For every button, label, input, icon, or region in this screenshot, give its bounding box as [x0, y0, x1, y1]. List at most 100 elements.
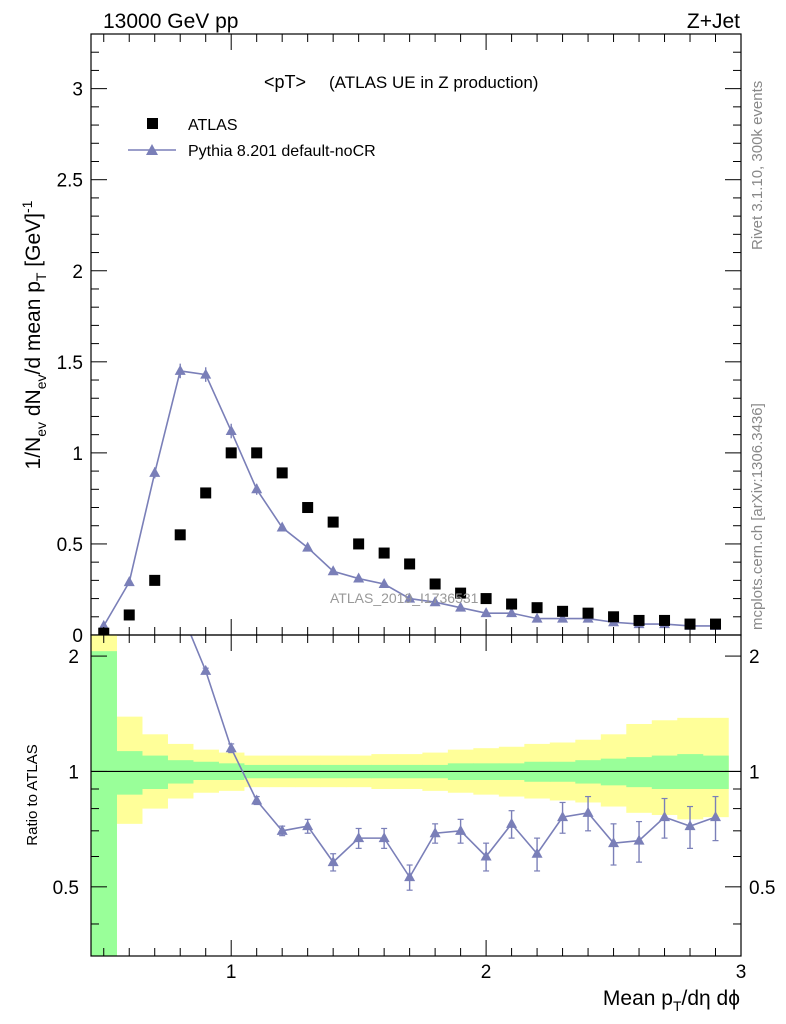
- y-tick-label: 2.5: [57, 171, 83, 192]
- ratio-y-tick-label-right: 2: [749, 647, 760, 668]
- pythia-point: [455, 601, 467, 612]
- uncertainty-band-inner: [116, 751, 143, 795]
- atlas-point: [174, 529, 186, 541]
- legend-pythia-marker: [146, 144, 158, 155]
- ratio-y-tick-label: 0.5: [53, 878, 79, 899]
- ratio-point: [276, 824, 288, 835]
- atlas-point: [429, 578, 441, 590]
- ratio-point: [582, 806, 594, 817]
- y-tick-label: 0.5: [57, 535, 83, 556]
- pythia-point: [327, 565, 339, 576]
- ratio-point: [251, 794, 263, 805]
- x-tick-label: 1: [226, 962, 237, 983]
- x-tick-label: 3: [736, 962, 747, 983]
- atlas-point: [480, 593, 492, 605]
- pythia-point: [225, 425, 237, 436]
- y-tick-label: 3: [72, 80, 83, 101]
- pythia-point: [149, 466, 161, 477]
- ratio-plot-frame: [90, 634, 742, 957]
- atlas-point: [684, 618, 696, 630]
- atlas-point: [353, 538, 365, 550]
- ratio-point: [480, 850, 492, 861]
- ratio-point: [455, 824, 467, 835]
- ratio-y-tick-label: 1: [68, 762, 79, 783]
- atlas-point: [633, 614, 645, 626]
- pythia-point: [276, 521, 288, 532]
- y-axis-label: 1/Nev dNev/d mean pT [GeV]-1: [19, 200, 49, 469]
- atlas-point: [276, 467, 288, 479]
- pythia-point: [251, 483, 263, 494]
- ratio-point: [608, 837, 620, 848]
- x-tick-label: 2: [481, 962, 492, 983]
- pythia-point: [404, 592, 416, 603]
- ratio-y-axis-label: Ratio to ATLAS: [24, 744, 41, 845]
- analysis-watermark: ATLAS_2019_I1736531: [330, 590, 479, 606]
- atlas-point: [302, 502, 314, 514]
- legend-atlas-marker: [147, 118, 158, 129]
- pythia-point: [557, 612, 569, 623]
- pythia-line: [103, 370, 716, 627]
- atlas-point: [327, 516, 339, 528]
- pythia-point: [302, 541, 314, 552]
- atlas-point: [123, 609, 135, 621]
- pythia-point: [378, 578, 390, 589]
- legend-pythia-label: Pythia 8.201 default-noCR: [188, 143, 376, 160]
- uncertainty-band-inner: [626, 757, 653, 788]
- ratio-point: [302, 820, 314, 831]
- pythia-point: [506, 607, 518, 618]
- pythia-point: [123, 576, 135, 587]
- pythia-point: [480, 607, 492, 618]
- atlas-point: [455, 587, 467, 599]
- ratio-point: [506, 817, 518, 828]
- y-tick-label: 2: [72, 262, 83, 283]
- uncertainty-band-inner: [651, 755, 678, 789]
- plot-subtitle: (ATLAS UE in Z production): [329, 73, 538, 92]
- y-tick-label: 0: [72, 626, 83, 647]
- pythia-point: [200, 368, 212, 379]
- ratio-point: [531, 847, 543, 858]
- atlas-point: [710, 618, 722, 630]
- uncertainty-band-inner: [91, 651, 117, 956]
- mcplots-label: mcplots.cern.ch [arXiv:1306.3436]: [749, 403, 766, 630]
- atlas-point: [149, 574, 161, 586]
- ratio-point: [633, 834, 645, 845]
- ratio-point: [378, 832, 390, 843]
- atlas-point: [659, 614, 671, 626]
- ratio-point: [557, 811, 569, 822]
- ratio-point: [225, 742, 237, 753]
- pythia-point: [353, 572, 365, 583]
- pythia-point: [174, 364, 186, 375]
- energy-label: 13000 GeV pp: [103, 10, 238, 33]
- atlas-point: [531, 602, 543, 614]
- legend-atlas-label: ATLAS: [188, 117, 238, 134]
- ratio-point: [327, 856, 339, 867]
- ratio-point: [353, 832, 365, 843]
- main-plot-panel: 0 0.5 1 1.5 2 2.5 3 <pT> (ATLAS UE in Z produc…: [19, 33, 742, 647]
- atlas-point: [251, 447, 263, 459]
- ratio-point: [659, 811, 671, 822]
- ratio-point: [684, 820, 696, 831]
- atlas-point: [200, 487, 212, 499]
- legend: ATLAS Pythia 8.201 default-noCR: [128, 117, 376, 160]
- pythia-point: [429, 596, 441, 607]
- y-tick-label: 1.5: [57, 353, 83, 374]
- atlas-point: [378, 547, 390, 559]
- pythia-point: [98, 619, 110, 630]
- rivet-label: Rivet 3.1.10, 300k events: [749, 81, 766, 250]
- uncertainty-band-inner: [141, 755, 168, 789]
- ratio-point: [429, 827, 441, 838]
- atlas-point: [506, 598, 518, 610]
- uncertainty-band-inner: [702, 755, 729, 789]
- atlas-point: [557, 605, 569, 617]
- pythia-point: [531, 612, 543, 623]
- process-label: Z+Jet: [687, 10, 740, 33]
- atlas-point: [404, 558, 416, 570]
- ratio-point: [404, 871, 416, 882]
- atlas-point: [608, 611, 620, 623]
- ratio-y-tick-label-right: 0.5: [749, 878, 775, 899]
- plot-title: <pT>: [264, 72, 306, 92]
- y-tick-label: 1: [72, 444, 83, 465]
- atlas-point: [225, 447, 237, 459]
- ratio-point: [710, 811, 722, 822]
